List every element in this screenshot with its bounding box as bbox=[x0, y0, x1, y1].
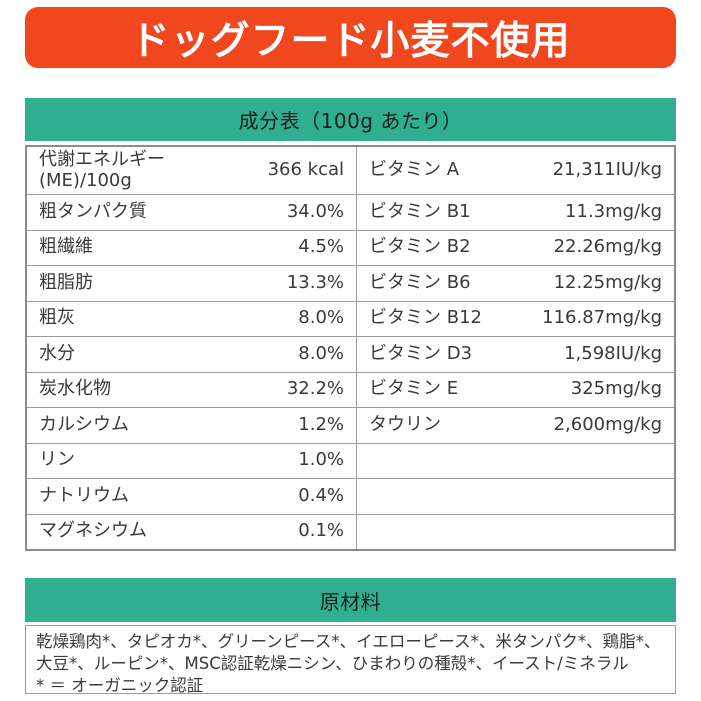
title-banner: ドッグフード小麦不使用 bbox=[25, 7, 676, 68]
ingredients-box: 乾燥鶏肉*、タピオカ*、グリーンピース*、イエローピース*、米タンパク*、鶏脂*… bbox=[25, 625, 676, 695]
nutrient-value: 1.2% bbox=[298, 413, 344, 435]
nutrient-label: 粗脂肪 bbox=[39, 271, 93, 293]
vitamin-value bbox=[521, 444, 674, 479]
nutrient-value: 8.0% bbox=[298, 307, 344, 329]
vitamin-label bbox=[356, 514, 521, 549]
table-row: ナトリウム 0.4% bbox=[27, 478, 674, 514]
vitamin-value bbox=[521, 515, 674, 550]
organic-note: * ＝ オーガニック認証 bbox=[36, 675, 204, 695]
nutrient-label: 代謝エネルギー(ME)/100g bbox=[39, 148, 165, 191]
vitamin-value: 12.25mg/kg bbox=[553, 271, 662, 293]
ingredients-header-label: 原材料 bbox=[319, 589, 382, 614]
page-title: ドッグフード小麦不使用 bbox=[130, 18, 571, 64]
composition-header-label: 成分表（100g あたり） bbox=[238, 109, 463, 133]
nutrient-value: 1.0% bbox=[298, 449, 344, 471]
nutrient-value: 32.2% bbox=[286, 378, 344, 400]
composition-section-header: 成分表（100g あたり） bbox=[25, 98, 676, 141]
table-row: 炭水化物 32.2% ビタミン E 325mg/kg bbox=[27, 371, 674, 407]
nutrient-label: 粗灰 bbox=[39, 307, 75, 329]
nutrient-value: 0.4% bbox=[298, 484, 344, 506]
nutrient-label: 粗繊維 bbox=[39, 236, 93, 258]
table-row: リン 1.0% bbox=[27, 442, 674, 479]
vitamin-label bbox=[356, 479, 521, 514]
table-row: 水分 8.0% ビタミン D3 1,598IU/kg bbox=[27, 336, 674, 372]
table-row: 代謝エネルギー(ME)/100g 366 kcal ビタミン A 21,311I… bbox=[27, 147, 674, 194]
vitamin-value: 1,598IU/kg bbox=[564, 342, 662, 364]
vitamin-label: ビタミン B6 bbox=[356, 266, 521, 301]
nutrient-label: マグネシウム bbox=[39, 520, 147, 542]
nutrient-value: 0.1% bbox=[298, 520, 344, 542]
vitamin-label: ビタミン A bbox=[356, 147, 521, 194]
nutrient-label: リン bbox=[39, 449, 75, 471]
table-row: 粗脂肪 13.3% ビタミン B6 12.25mg/kg bbox=[27, 265, 674, 301]
vitamin-value: 325mg/kg bbox=[570, 378, 662, 400]
vitamin-label: ビタミン E bbox=[356, 372, 521, 407]
nutrient-value: 13.3% bbox=[286, 271, 344, 293]
vitamin-label: ビタミン B2 bbox=[356, 230, 521, 265]
nutrient-value: 4.5% bbox=[298, 236, 344, 258]
vitamin-label bbox=[356, 443, 521, 478]
vitamin-value: 11.3mg/kg bbox=[565, 200, 662, 222]
nutrient-value: 34.0% bbox=[286, 200, 344, 222]
table-row: 粗灰 8.0% ビタミン B12 116.87mg/kg bbox=[27, 300, 674, 336]
nutrient-label: 炭水化物 bbox=[39, 378, 111, 400]
vitamin-value bbox=[521, 479, 674, 514]
vitamin-value: 21,311IU/kg bbox=[552, 159, 662, 181]
ingredients-section-header: 原材料 bbox=[25, 578, 676, 622]
composition-table: 代謝エネルギー(ME)/100g 366 kcal ビタミン A 21,311I… bbox=[25, 145, 676, 551]
nutrient-label: ナトリウム bbox=[39, 484, 129, 506]
table-row: カルシウム 1.2% タウリン 2,600mg/kg bbox=[27, 407, 674, 443]
ingredients-text: 乾燥鶏肉*、タピオカ*、グリーンピース*、イエローピース*、米タンパク*、鶏脂*… bbox=[36, 632, 661, 673]
vitamin-value: 116.87mg/kg bbox=[542, 307, 662, 329]
table-row: 粗繊維 4.5% ビタミン B2 22.26mg/kg bbox=[27, 229, 674, 265]
vitamin-label: ビタミン B12 bbox=[356, 301, 521, 336]
table-row: 粗タンパク質 34.0% ビタミン B1 11.3mg/kg bbox=[27, 194, 674, 230]
nutrient-label: 水分 bbox=[39, 342, 75, 364]
vitamin-value: 22.26mg/kg bbox=[553, 236, 662, 258]
vitamin-label: ビタミン B1 bbox=[356, 195, 521, 230]
vitamin-value: 2,600mg/kg bbox=[553, 413, 662, 435]
nutrient-label: カルシウム bbox=[39, 413, 129, 435]
vitamin-label: ビタミン D3 bbox=[356, 337, 521, 372]
table-row: マグネシウム 0.1% bbox=[27, 513, 674, 550]
nutrient-label: 粗タンパク質 bbox=[39, 200, 147, 222]
vitamin-label: タウリン bbox=[356, 408, 521, 443]
nutrient-value: 8.0% bbox=[298, 342, 344, 364]
nutrient-value: 366 kcal bbox=[267, 159, 344, 181]
